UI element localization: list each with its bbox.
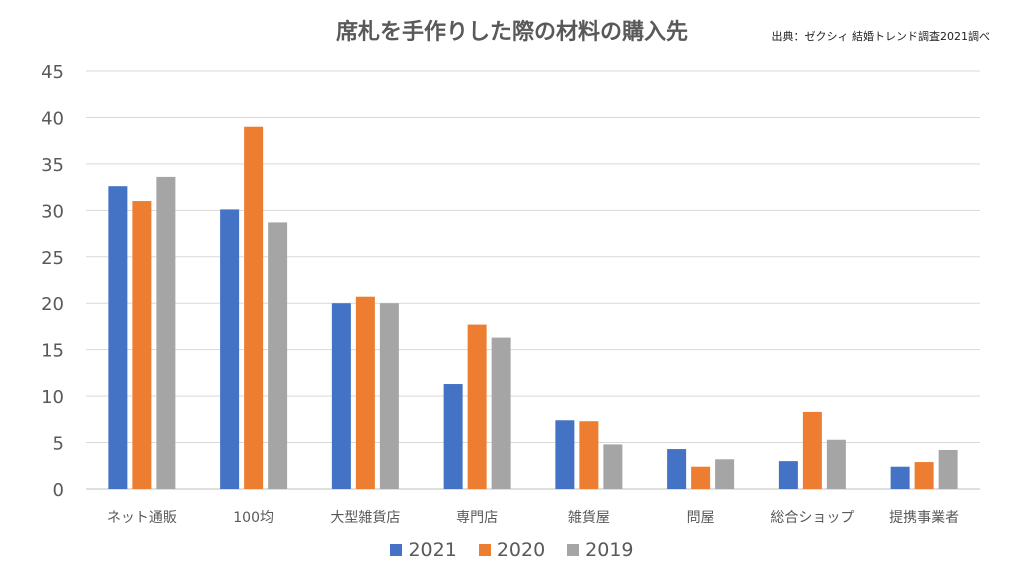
- x-category-label: 総合ショップ: [770, 510, 854, 526]
- y-tick-label: 35: [41, 155, 64, 176]
- grid-lines: [86, 70, 980, 490]
- bar-2021-5: [667, 449, 687, 489]
- bar-2021-3: [443, 384, 463, 489]
- bar-2021-7: [890, 466, 910, 489]
- bars: [108, 126, 958, 490]
- bar-2021-2: [331, 303, 351, 489]
- bar-2019-6: [826, 439, 846, 489]
- x-category-label: 問屋: [687, 510, 715, 526]
- x-category-label: 雑貨屋: [568, 509, 610, 526]
- x-category-label: 専門店: [456, 510, 498, 526]
- bar-2019-4: [603, 444, 623, 489]
- bar-2020-4: [579, 421, 599, 489]
- bar-2019-5: [715, 459, 735, 489]
- y-tick-label: 10: [41, 387, 64, 408]
- bar-2019-1: [268, 222, 288, 490]
- legend-swatch: [567, 544, 580, 556]
- bar-2020-2: [355, 296, 375, 489]
- bar-2021-1: [220, 209, 240, 489]
- bar-2019-3: [491, 337, 511, 489]
- chart-title: 席札を手作りした際の材料の購入先: [335, 20, 688, 45]
- legend: 2021 2020 2019: [0, 539, 1024, 561]
- bar-2020-5: [691, 466, 711, 489]
- y-axis-ticks: 0 5 10 15 20 25 30 35 40 45: [41, 62, 64, 501]
- legend-label: 2020: [496, 539, 546, 561]
- x-category-label: 100均: [233, 510, 274, 526]
- bar-2021-4: [555, 420, 575, 489]
- y-tick-label: 45: [41, 62, 64, 83]
- legend-item-2020: 2020: [478, 539, 546, 561]
- legend-item-2019: 2019: [567, 539, 634, 561]
- legend-item-2021: 2021: [390, 539, 457, 561]
- x-axis-categories: ネット通販 100均 大型雑貨店 専門店 雑貨屋 問屋 総合ショップ 提携事業者: [107, 509, 959, 526]
- x-category-label: 提携事業者: [889, 510, 959, 526]
- bar-2019-0: [156, 176, 176, 490]
- bar-2020-3: [467, 324, 487, 489]
- y-tick-label: 15: [41, 341, 64, 362]
- y-tick-label: 20: [41, 294, 64, 315]
- bar-2020-6: [802, 411, 822, 489]
- y-tick-label: 40: [41, 108, 64, 129]
- bar-2020-7: [914, 462, 934, 489]
- bar-2021-6: [778, 461, 798, 489]
- bar-2021-0: [108, 186, 128, 489]
- chart-source: 出典：ゼクシィ 結婚トレンド調査2021調べ: [771, 30, 991, 43]
- y-tick-label: 5: [53, 434, 64, 455]
- y-tick-label: 30: [41, 201, 64, 222]
- bar-2020-1: [244, 126, 264, 489]
- x-category-label: ネット通販: [107, 510, 177, 526]
- x-category-label: 大型雑貨店: [330, 509, 400, 526]
- legend-swatch: [478, 544, 491, 556]
- bar-2019-2: [379, 303, 399, 489]
- legend-label: 2021: [408, 539, 457, 561]
- legend-swatch: [390, 544, 403, 556]
- bar-2019-7: [938, 449, 958, 489]
- y-tick-label: 0: [53, 480, 64, 501]
- bar-2020-0: [132, 201, 152, 490]
- legend-label: 2019: [585, 539, 634, 561]
- y-tick-label: 25: [41, 248, 64, 269]
